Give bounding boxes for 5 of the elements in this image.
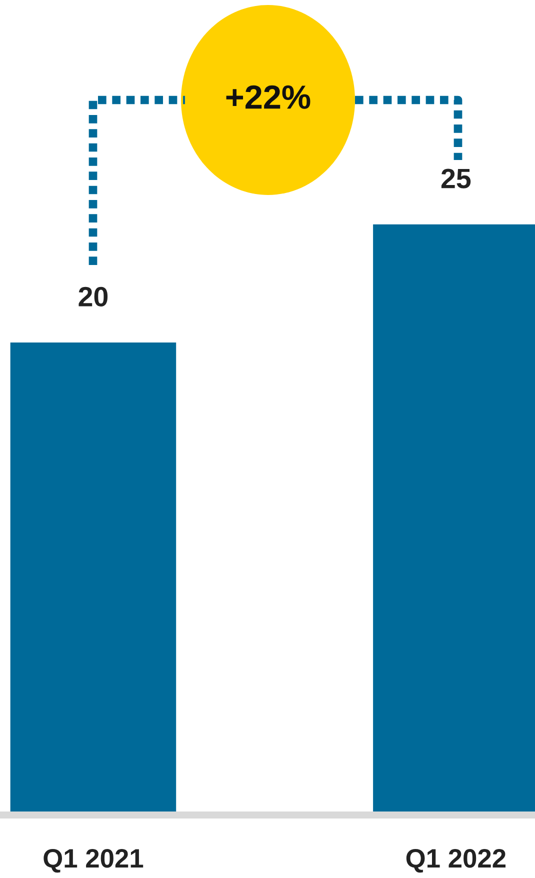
x-tick-label: Q1 2022: [406, 849, 506, 873]
data-label: 20: [78, 286, 108, 306]
text: +22%: [226, 85, 310, 109]
data-label: 25: [441, 168, 471, 188]
x-tick-label: Q1 2021: [44, 849, 144, 873]
